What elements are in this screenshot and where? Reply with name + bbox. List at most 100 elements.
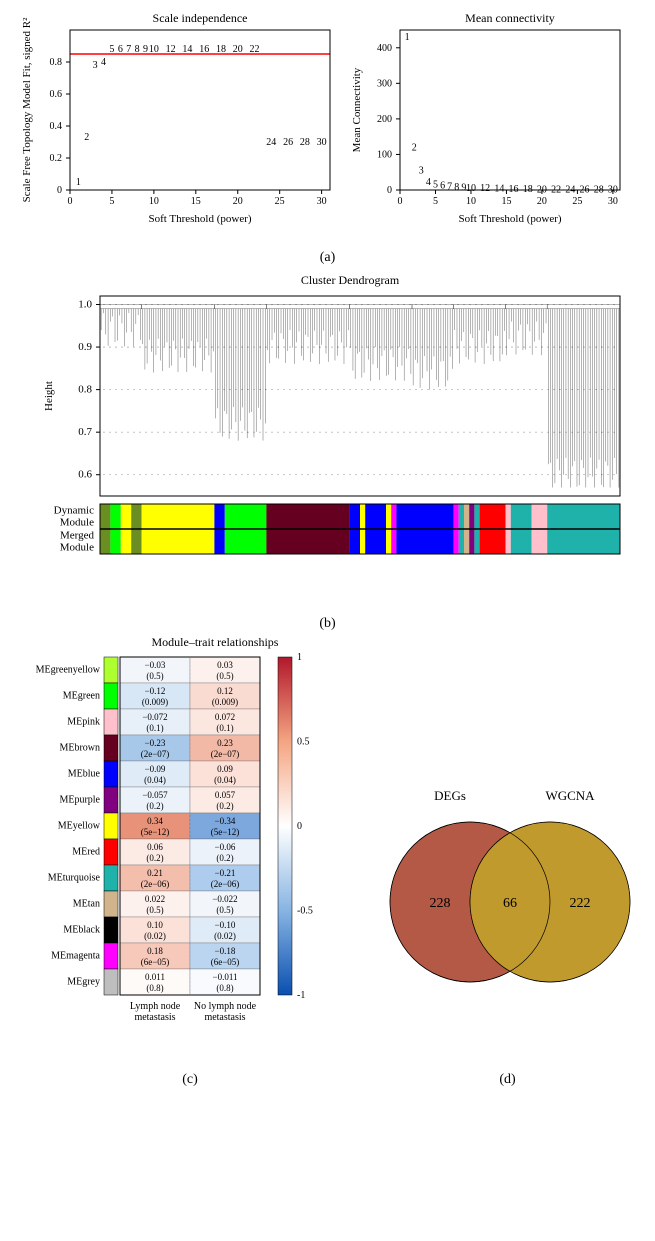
svg-text:-1: -1 bbox=[297, 990, 305, 1001]
svg-text:12: 12 bbox=[480, 183, 490, 194]
svg-text:Merged: Merged bbox=[60, 530, 95, 542]
svg-text:400: 400 bbox=[377, 43, 392, 54]
svg-text:25: 25 bbox=[572, 196, 582, 207]
panel-a: Scale independence05101520253000.20.40.6… bbox=[10, 10, 645, 266]
panel-c-svg: Module–trait relationships MEgreenyellow… bbox=[10, 632, 370, 1062]
svg-text:28: 28 bbox=[300, 137, 310, 148]
svg-text:MEpurple: MEpurple bbox=[59, 794, 100, 805]
svg-text:(0.2): (0.2) bbox=[146, 853, 163, 863]
svg-text:metastasis: metastasis bbox=[134, 1012, 175, 1023]
svg-text:(0.5): (0.5) bbox=[216, 671, 233, 681]
svg-text:WGCNA: WGCNA bbox=[545, 788, 595, 803]
svg-text:30: 30 bbox=[317, 196, 327, 207]
svg-text:8: 8 bbox=[454, 182, 459, 193]
svg-text:15: 15 bbox=[501, 196, 511, 207]
svg-text:(0.02): (0.02) bbox=[214, 931, 236, 941]
svg-text:0.072: 0.072 bbox=[215, 712, 235, 722]
svg-text:No lymph node: No lymph node bbox=[194, 1001, 257, 1012]
svg-text:Height: Height bbox=[43, 381, 55, 411]
svg-text:5: 5 bbox=[109, 196, 114, 207]
svg-text:22: 22 bbox=[551, 184, 561, 195]
svg-text:(0.02): (0.02) bbox=[144, 931, 166, 941]
svg-text:25: 25 bbox=[275, 196, 285, 207]
svg-text:0.12: 0.12 bbox=[217, 686, 233, 696]
svg-text:(0.1): (0.1) bbox=[146, 723, 163, 733]
svg-text:−0.022: −0.022 bbox=[212, 894, 237, 904]
svg-text:0.10: 0.10 bbox=[147, 920, 163, 930]
svg-text:228: 228 bbox=[430, 896, 451, 911]
svg-text:4: 4 bbox=[101, 57, 106, 68]
svg-text:−0.10: −0.10 bbox=[215, 920, 236, 930]
svg-text:222: 222 bbox=[570, 896, 591, 911]
svg-text:30: 30 bbox=[608, 196, 618, 207]
svg-text:(0.8): (0.8) bbox=[216, 983, 233, 993]
svg-text:8: 8 bbox=[135, 44, 140, 55]
svg-text:MEblue: MEblue bbox=[68, 768, 101, 779]
svg-text:7: 7 bbox=[447, 181, 452, 192]
svg-text:(0.5): (0.5) bbox=[216, 905, 233, 915]
svg-text:(5e−12): (5e−12) bbox=[141, 827, 170, 837]
svg-text:24: 24 bbox=[565, 184, 575, 195]
svg-text:0.8: 0.8 bbox=[50, 57, 63, 68]
svg-text:0.057: 0.057 bbox=[215, 790, 236, 800]
svg-text:(6e−05): (6e−05) bbox=[211, 957, 240, 967]
svg-text:0.9: 0.9 bbox=[78, 341, 92, 353]
panel-b: Cluster Dendrogram 0.60.70.80.91.0Height… bbox=[10, 266, 645, 632]
svg-text:7: 7 bbox=[126, 44, 131, 55]
svg-text:Mean connectivity: Mean connectivity bbox=[465, 11, 555, 25]
svg-text:(2e−06): (2e−06) bbox=[211, 879, 240, 889]
svg-text:16: 16 bbox=[199, 44, 209, 55]
svg-text:0: 0 bbox=[57, 185, 62, 196]
svg-text:Lymph node: Lymph node bbox=[130, 1001, 181, 1012]
svg-text:(0.5): (0.5) bbox=[146, 671, 163, 681]
svg-text:1: 1 bbox=[405, 32, 410, 43]
svg-text:0.5: 0.5 bbox=[297, 737, 310, 748]
dendrogram-title: Cluster Dendrogram bbox=[301, 273, 400, 287]
svg-text:0.011: 0.011 bbox=[145, 972, 165, 982]
svg-text:Module: Module bbox=[60, 517, 94, 529]
svg-text:30: 30 bbox=[608, 185, 618, 196]
svg-text:MEgreen: MEgreen bbox=[63, 690, 100, 701]
svg-text:0: 0 bbox=[398, 196, 403, 207]
svg-text:0.03: 0.03 bbox=[217, 660, 233, 670]
svg-text:22: 22 bbox=[250, 44, 260, 55]
svg-text:0: 0 bbox=[68, 196, 73, 207]
svg-text:(0.5): (0.5) bbox=[146, 905, 163, 915]
svg-text:0: 0 bbox=[297, 821, 302, 832]
svg-text:0.09: 0.09 bbox=[217, 764, 233, 774]
svg-text:10: 10 bbox=[149, 44, 159, 55]
svg-text:(0.04): (0.04) bbox=[214, 775, 236, 785]
svg-text:Soft Threshold (power): Soft Threshold (power) bbox=[458, 213, 561, 225]
svg-text:0.2: 0.2 bbox=[50, 153, 63, 164]
heatmap-title: Module–trait relationships bbox=[152, 635, 279, 649]
svg-text:20: 20 bbox=[537, 184, 547, 195]
svg-text:Soft Threshold (power): Soft Threshold (power) bbox=[148, 213, 251, 225]
svg-text:−0.011: −0.011 bbox=[213, 972, 238, 982]
svg-text:0.7: 0.7 bbox=[78, 426, 92, 438]
svg-text:14: 14 bbox=[494, 184, 504, 195]
svg-text:MEpink: MEpink bbox=[67, 716, 100, 727]
panel-cd-row: Module–trait relationships MEgreenyellow… bbox=[10, 632, 645, 1088]
svg-text:Scale Free Topology Model Fit,: Scale Free Topology Model Fit, signed R² bbox=[21, 17, 33, 202]
svg-text:Scale independence: Scale independence bbox=[153, 11, 248, 25]
svg-text:(6e−05): (6e−05) bbox=[141, 957, 170, 967]
svg-text:−0.09: −0.09 bbox=[145, 764, 166, 774]
svg-text:(2e−06): (2e−06) bbox=[141, 879, 170, 889]
svg-text:MEbrown: MEbrown bbox=[59, 742, 100, 753]
svg-text:6: 6 bbox=[440, 181, 445, 192]
svg-text:12: 12 bbox=[166, 44, 176, 55]
svg-text:2: 2 bbox=[412, 142, 417, 153]
svg-text:(0.2): (0.2) bbox=[146, 801, 163, 811]
svg-text:5: 5 bbox=[109, 44, 114, 55]
svg-text:0.4: 0.4 bbox=[50, 121, 63, 132]
svg-text:MEgreenyellow: MEgreenyellow bbox=[36, 664, 101, 675]
panel-d-svg: DEGsWGCNA22866222 bbox=[370, 632, 645, 1062]
panel-c-label: (c) bbox=[10, 1072, 370, 1088]
svg-text:1.0: 1.0 bbox=[78, 299, 92, 311]
svg-text:(0.009): (0.009) bbox=[142, 697, 168, 707]
svg-text:MEtan: MEtan bbox=[73, 898, 100, 909]
svg-text:-0.5: -0.5 bbox=[297, 906, 313, 917]
svg-text:10: 10 bbox=[466, 183, 476, 194]
svg-text:−0.03: −0.03 bbox=[145, 660, 166, 670]
svg-text:−0.06: −0.06 bbox=[215, 842, 236, 852]
